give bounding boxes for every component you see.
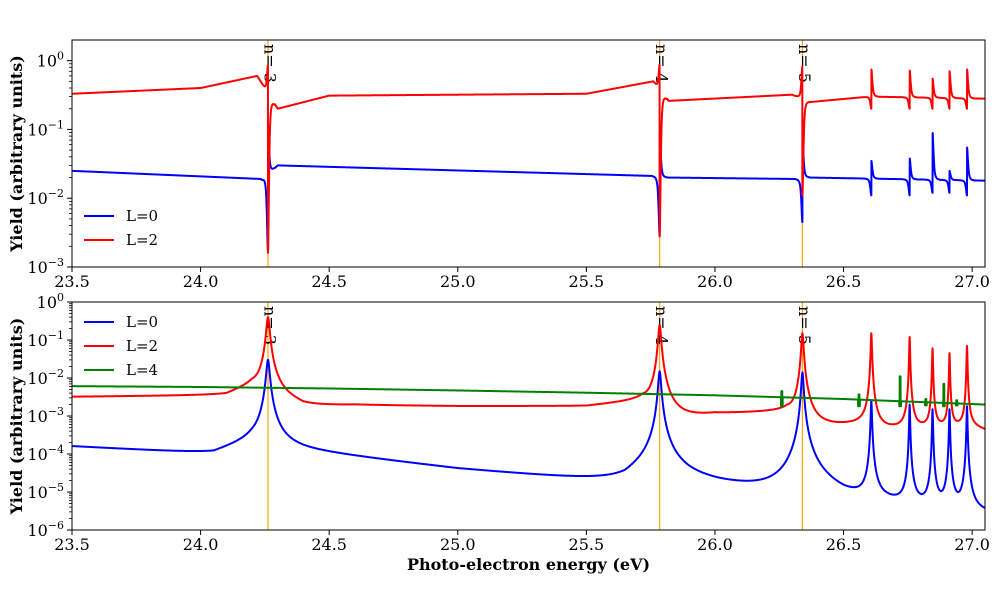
x-tick-label: 25.5 bbox=[569, 535, 605, 554]
legend: L=0 L=2 L=4 bbox=[84, 313, 158, 379]
series-line-L2 bbox=[72, 316, 985, 430]
x-tick-label: 25.0 bbox=[440, 535, 476, 554]
series-line-L0 bbox=[72, 358, 985, 509]
y-tick-label: 10−6 bbox=[27, 519, 64, 540]
threshold-label: n= 4 bbox=[652, 44, 671, 83]
x-axis-title: Photo-electron energy (eV) bbox=[407, 555, 650, 574]
panel-top: n= 3 n= 4 n= 5 23.5 24.0 24.5 25.0 25.5 26.0 26.5… bbox=[7, 39, 990, 291]
plot-frame bbox=[71, 301, 986, 531]
x-tick-label: 24.5 bbox=[311, 535, 347, 554]
x-tick-label: 26.0 bbox=[697, 535, 733, 554]
y-tick-label: 100 bbox=[37, 291, 64, 312]
plot-frame bbox=[71, 39, 986, 268]
threshold-label: n= 5 bbox=[795, 44, 814, 83]
threshold-label: n= 3 bbox=[260, 44, 279, 83]
legend-label: L=4 bbox=[126, 361, 158, 379]
x-tick-label: 27.0 bbox=[954, 535, 990, 554]
x-tick-label: 25.5 bbox=[569, 272, 605, 291]
x-tick-label: 24.0 bbox=[183, 272, 219, 291]
x-tick-label: 26.5 bbox=[826, 535, 862, 554]
y-axis-title: Yield (arbitrary units) bbox=[7, 55, 26, 253]
y-tick-label: 10−1 bbox=[27, 118, 64, 139]
x-tick-label: 25.0 bbox=[440, 272, 476, 291]
x-tick-label: 26.5 bbox=[826, 272, 862, 291]
threshold-label: n= 4 bbox=[652, 306, 671, 345]
y-tick-label: 10−5 bbox=[27, 481, 64, 502]
x-tick-label: 23.5 bbox=[54, 535, 90, 554]
panel-bottom: n= 3 n= 4 n= 523.5 24.0 24.5 25.0 25.5 26.0 26.5… bbox=[7, 291, 990, 574]
y-tick-label: 10−2 bbox=[27, 187, 64, 208]
x-tick-label: 26.0 bbox=[697, 272, 733, 291]
legend-label: L=0 bbox=[126, 207, 158, 225]
series-line-L0 bbox=[72, 123, 985, 253]
y-tick-label: 10−1 bbox=[27, 329, 64, 350]
legend-label: L=2 bbox=[126, 337, 158, 355]
legend-label: L=2 bbox=[126, 231, 158, 249]
x-tick-label: 27.0 bbox=[954, 272, 990, 291]
series-line-L2 bbox=[72, 63, 985, 254]
y-tick-label: 10−3 bbox=[27, 256, 64, 277]
y-tick-label: 10−4 bbox=[27, 443, 64, 464]
y-axis-title: Yield (arbitrary units) bbox=[7, 318, 26, 516]
x-tick-label: 23.5 bbox=[54, 272, 90, 291]
legend: L=0L=2 bbox=[84, 207, 158, 249]
x-tick-label: 24.0 bbox=[183, 535, 219, 554]
y-tick-label: 100 bbox=[37, 50, 64, 71]
threshold-label: n= 5 bbox=[795, 306, 814, 345]
y-tick-label: 10−2 bbox=[27, 367, 64, 388]
x-tick-label: 24.5 bbox=[311, 272, 347, 291]
series-line-L4 bbox=[72, 375, 985, 408]
legend-label: L=0 bbox=[126, 313, 158, 331]
y-tick-label: 10−3 bbox=[27, 405, 64, 426]
